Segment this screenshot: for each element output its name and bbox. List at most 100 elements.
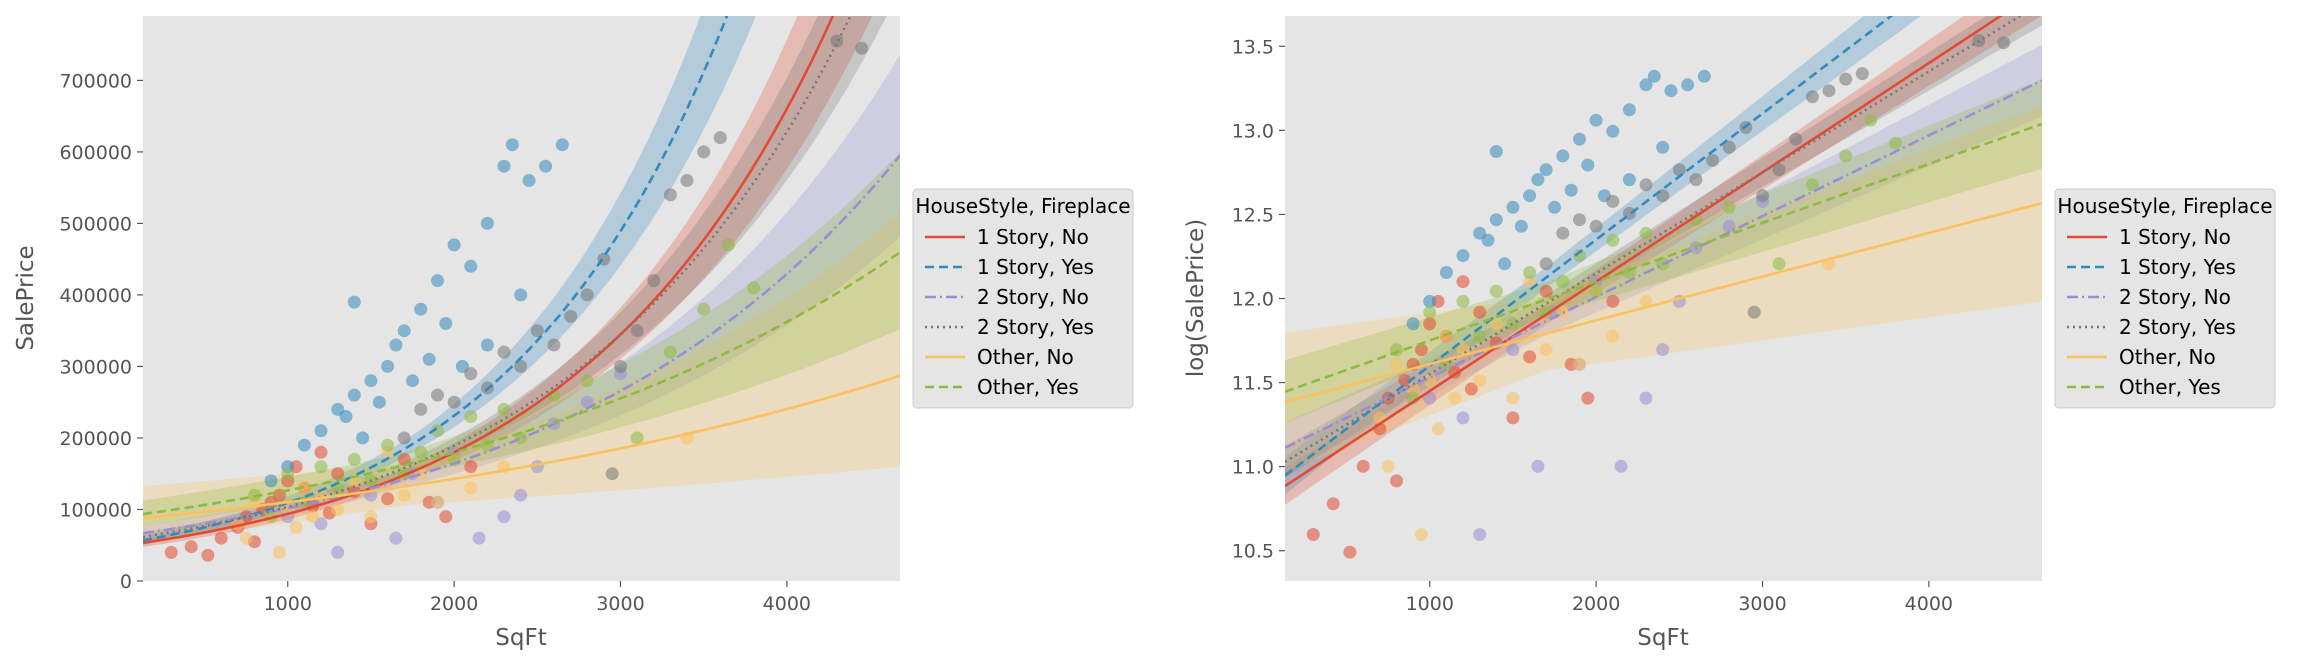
right-y-axis-label: log(SalePrice) xyxy=(1183,219,1209,377)
point-2-story-yes xyxy=(1822,84,1836,98)
point-2-story-yes xyxy=(414,402,428,416)
band-2-story-yes xyxy=(1285,16,2042,478)
point-1-story-yes xyxy=(539,159,553,173)
fit-line-1-story-yes xyxy=(1285,16,1894,477)
point-other-no xyxy=(364,510,378,524)
point-1-story-yes xyxy=(1489,145,1503,158)
point-1-story-yes xyxy=(431,274,444,288)
fit-line-2-story-yes xyxy=(143,16,852,539)
point-1-story-no xyxy=(381,492,395,506)
point-2-story-yes xyxy=(663,188,677,202)
point-1-story-yes xyxy=(1664,84,1678,98)
legend-label-other-yes: Other, Yes xyxy=(2119,375,2221,399)
fit-line-other-no xyxy=(1285,201,2042,404)
point-other-yes xyxy=(1506,317,1520,331)
point-other-yes xyxy=(314,460,328,474)
right-legend: HouseStyle, Fireplace 1 Story, No 1 Story,… xyxy=(2054,188,2276,409)
point-other-yes xyxy=(381,438,395,452)
point-1-story-no xyxy=(464,460,478,474)
point-other-yes xyxy=(1423,305,1437,319)
point-1-story-no xyxy=(1356,459,1370,473)
point-1-story-yes xyxy=(422,352,436,366)
point-2-story-no xyxy=(472,531,486,545)
point-other-no xyxy=(272,545,286,559)
point-2-story-no xyxy=(331,545,345,559)
point-2-story-yes xyxy=(1689,173,1703,187)
point-2-story-no xyxy=(1473,528,1487,541)
point-other-yes xyxy=(281,467,295,481)
legend-label-other-yes: Other, Yes xyxy=(977,375,1079,399)
point-1-story-yes xyxy=(1581,158,1595,172)
point-other-yes xyxy=(1456,294,1470,308)
point-2-story-yes xyxy=(1556,226,1570,240)
point-other-no xyxy=(1506,391,1520,405)
point-other-yes xyxy=(414,445,428,459)
point-1-story-yes xyxy=(1656,140,1670,154)
left-y-axis-label: SalePrice xyxy=(13,245,39,350)
point-1-story-yes xyxy=(1456,249,1470,263)
point-2-story-yes xyxy=(605,467,619,481)
point-other-yes xyxy=(1689,213,1703,227)
point-1-story-yes xyxy=(372,395,386,409)
point-other-no xyxy=(1390,357,1403,371)
point-1-story-yes xyxy=(505,138,519,152)
point-2-story-no xyxy=(1639,391,1653,405)
left-fit-lines xyxy=(143,16,900,545)
point-1-story-yes xyxy=(381,359,395,373)
point-1-story-yes xyxy=(1406,317,1420,331)
x-tick-label: 4000 xyxy=(1905,593,1953,615)
point-other-yes xyxy=(497,402,511,416)
point-1-story-yes xyxy=(1423,294,1437,308)
point-2-story-yes xyxy=(1855,67,1869,81)
point-2-story-no xyxy=(514,488,528,502)
point-other-yes xyxy=(580,374,594,388)
point-other-no xyxy=(431,495,444,509)
point-1-story-yes xyxy=(439,317,453,330)
point-2-story-yes xyxy=(564,309,578,323)
y-tick-label: 500000 xyxy=(59,213,132,235)
point-2-story-yes xyxy=(713,131,727,145)
point-2-story-no xyxy=(1614,459,1628,473)
legend-label-1-story-yes: 1 Story, Yes xyxy=(977,255,1094,279)
point-other-yes xyxy=(347,452,361,466)
band-other-no xyxy=(143,213,900,540)
point-2-story-yes xyxy=(697,145,711,159)
point-2-story-yes xyxy=(630,324,644,338)
band-other-yes xyxy=(143,152,900,526)
x-tick-label: 3000 xyxy=(1738,593,1786,615)
point-other-no xyxy=(1573,357,1586,371)
point-other-no xyxy=(1431,422,1445,436)
right-x-axis-label: SqFt xyxy=(1637,625,1688,651)
right-fit-lines xyxy=(1285,16,2042,488)
point-1-story-no xyxy=(1539,284,1553,298)
point-1-story-yes xyxy=(497,159,511,173)
left-axis-ticks: 1000 2000 3000 4000 0 100000 200000 300000 40000… xyxy=(59,70,811,615)
point-other-yes xyxy=(1639,226,1653,240)
point-1-story-yes xyxy=(1506,200,1520,214)
point-2-story-yes xyxy=(464,367,478,381)
point-other-no xyxy=(331,503,345,516)
y-tick-label: 600000 xyxy=(59,142,132,164)
point-1-story-yes xyxy=(1514,219,1528,233)
point-1-story-no xyxy=(1423,317,1437,331)
y-tick-label: 200000 xyxy=(59,428,132,450)
point-other-no xyxy=(289,520,303,534)
point-1-story-no xyxy=(1506,411,1520,425)
point-2-story-yes xyxy=(397,431,411,445)
point-other-no xyxy=(1539,343,1553,357)
point-1-story-yes xyxy=(1498,257,1512,271)
point-1-story-yes xyxy=(314,424,328,438)
point-other-no xyxy=(1639,294,1653,308)
point-1-story-yes xyxy=(1531,173,1545,187)
point-2-story-yes xyxy=(1756,189,1769,203)
legend-label-2-story-yes: 2 Story, Yes xyxy=(977,315,1094,339)
point-2-story-yes xyxy=(1805,90,1819,104)
y-tick-label: 11.0 xyxy=(1232,457,1274,479)
band-1-story-no xyxy=(143,16,873,547)
point-other-no xyxy=(1448,391,1462,405)
point-1-story-yes xyxy=(1681,78,1695,92)
y-tick-label: 300000 xyxy=(59,356,132,378)
point-1-story-yes xyxy=(1622,103,1636,117)
point-2-story-yes xyxy=(447,395,461,409)
point-1-story-no xyxy=(1464,382,1478,396)
